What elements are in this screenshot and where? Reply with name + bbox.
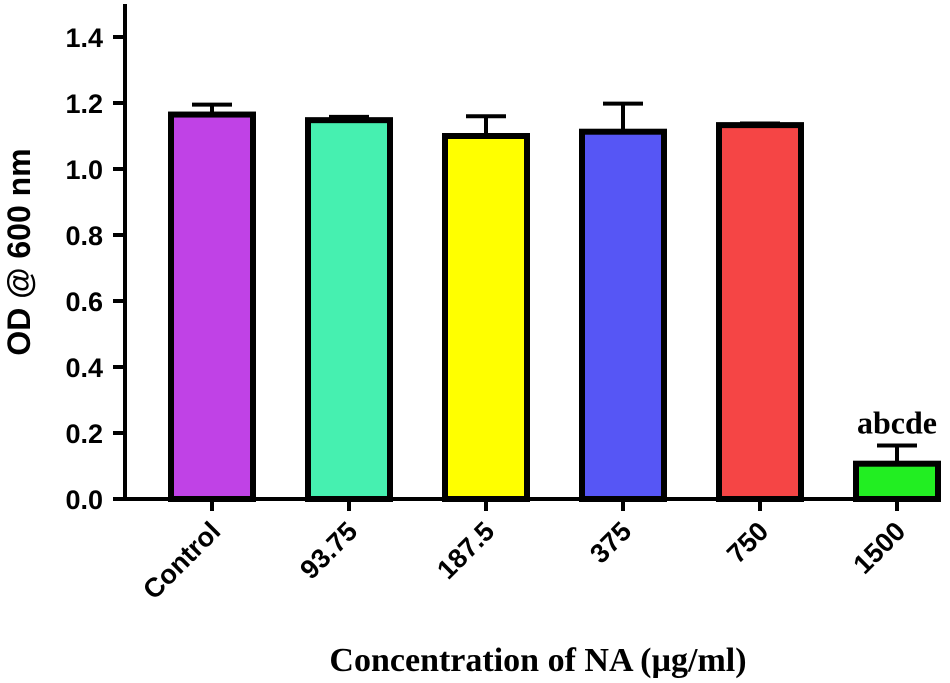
y-tick-label: 0.4 [65, 353, 103, 383]
y-tick-label: 1.2 [65, 89, 103, 119]
y-tick-label: 0.2 [65, 419, 103, 449]
bar-375 [579, 128, 667, 503]
bars-group [168, 101, 941, 503]
x-tick-label: 375 [584, 516, 637, 569]
x-tick-label: 1500 [848, 516, 912, 580]
y-tick-label: 0.0 [65, 485, 103, 515]
x-tick-label: Control [137, 516, 226, 605]
y-tick-label: 0.8 [65, 221, 103, 251]
x-tick-label: 93.75 [294, 516, 363, 585]
x-axis-label: Concentration of NA (µg/ml) [329, 642, 746, 679]
y-axis-label: OD @ 600 nm [1, 148, 37, 355]
bar-750 [716, 122, 804, 503]
bar-93.75 [305, 117, 393, 502]
y-tick-label: 0.6 [65, 287, 103, 317]
significance-annotation: abcde [857, 405, 937, 441]
bar-Control [168, 111, 256, 503]
x-axis: Control 93.75 187.5 375 750 1500 [123, 497, 940, 605]
y-tick-label: 1.4 [65, 23, 103, 53]
bar-187.5 [442, 133, 530, 502]
annotations-group: abcde [857, 405, 937, 441]
x-tick-label: 187.5 [431, 516, 500, 585]
x-tick-label: 750 [721, 516, 774, 569]
bar-1500 [853, 460, 941, 503]
y-tick-label: 1.0 [65, 155, 103, 185]
y-axis: 0.0 0.2 0.4 0.6 0.8 1.0 1.2 1.4 [65, 4, 127, 515]
